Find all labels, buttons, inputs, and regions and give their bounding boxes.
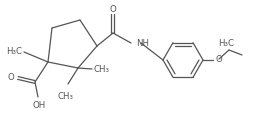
Text: NH: NH [135, 39, 148, 48]
Text: H₃C: H₃C [217, 39, 233, 48]
Text: O: O [215, 55, 222, 65]
Text: O: O [109, 6, 116, 15]
Text: CH₃: CH₃ [58, 92, 74, 101]
Text: CH₃: CH₃ [94, 66, 109, 75]
Text: H₃C: H₃C [6, 48, 22, 57]
Text: O: O [7, 73, 14, 83]
Text: OH: OH [32, 101, 45, 110]
